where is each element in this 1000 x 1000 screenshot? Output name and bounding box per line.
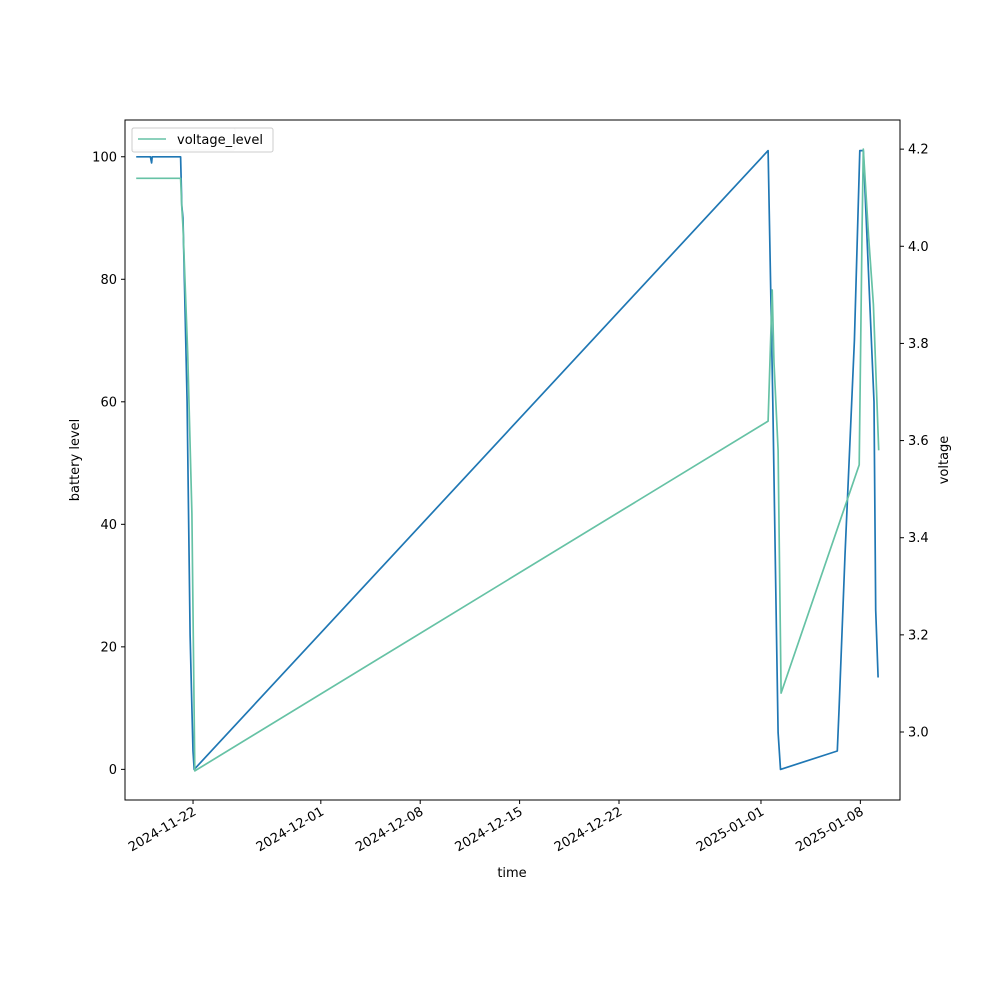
y-axis-right: 3.0 3.2 3.4 3.6 3.8 4.0 4.2 — [900, 143, 929, 741]
y2-tick-label: 4.2 — [908, 143, 929, 158]
y-tick-label: 100 — [92, 150, 117, 165]
y2-tick-label: 3.6 — [908, 434, 929, 449]
y-axis-left: 0 20 40 60 80 100 — [92, 150, 125, 778]
y2-tick-label: 3.8 — [908, 337, 929, 352]
x-tick-label: 2024-12-22 — [552, 804, 625, 855]
y2-tick-label: 3.4 — [908, 531, 929, 546]
x-axis-title: time — [497, 866, 526, 881]
legend-label-voltage-level: voltage_level — [177, 133, 263, 148]
y-tick-label: 20 — [100, 640, 117, 655]
legend: voltage_level — [131, 127, 274, 153]
y-tick-label: 80 — [100, 273, 117, 288]
x-tick-label: 2024-12-15 — [453, 804, 526, 855]
series-line-battery-level — [136, 149, 879, 771]
y-tick-label: 40 — [100, 518, 117, 533]
y2-axis-title: voltage — [937, 436, 952, 485]
x-tick-label: 2025-01-01 — [694, 804, 767, 855]
y2-tick-label: 4.0 — [908, 240, 929, 255]
plot-frame — [124, 119, 901, 801]
series-layer — [136, 148, 880, 772]
x-tick-label: 2024-12-01 — [254, 804, 327, 855]
y2-tick-label: 3.0 — [908, 726, 929, 741]
x-tick-label: 2024-11-22 — [126, 804, 199, 855]
series-line-voltage-level — [136, 148, 880, 772]
y-axis-title: battery level — [68, 419, 83, 502]
y-tick-label: 60 — [100, 395, 117, 410]
x-tick-label: 2025-01-08 — [793, 804, 866, 855]
plot-area — [125, 120, 900, 800]
x-tick-label: 2024-12-08 — [353, 804, 426, 855]
legend-box-voltage — [131, 127, 274, 153]
x-axis: 2024-11-22 2024-12-01 2024-12-08 2024-12-15… — [126, 800, 866, 855]
y-tick-label: 0 — [109, 763, 117, 778]
y2-tick-label: 3.2 — [908, 628, 929, 643]
